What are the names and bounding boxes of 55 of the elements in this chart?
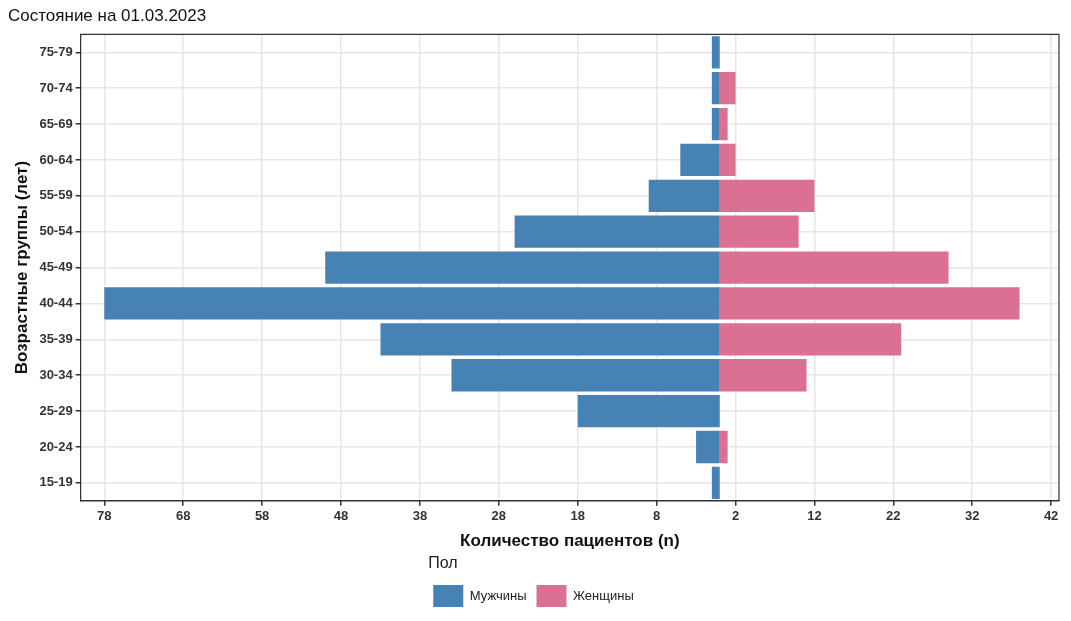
y-tick-label: 30-34 (39, 366, 74, 382)
bar (711, 107, 720, 141)
bar (719, 143, 736, 177)
bar (380, 323, 720, 356)
y-axis-title: Возрастные группы (лет) (11, 160, 31, 375)
x-tick-label: 32 (964, 508, 980, 524)
bar (711, 72, 720, 105)
bar (648, 179, 720, 212)
x-tick-label: 28 (491, 508, 507, 524)
bar (451, 359, 720, 392)
bar (719, 72, 736, 105)
bar (719, 430, 728, 464)
bar (325, 251, 720, 284)
bar (711, 466, 720, 500)
x-tick-label: 42 (1043, 508, 1059, 524)
y-tick-label: 35-39 (39, 330, 73, 346)
x-tick-label: 2 (731, 508, 740, 524)
y-tick-label: 45-49 (39, 259, 73, 275)
chart-title: Состояние на 01.03.2023 (8, 5, 207, 25)
bar (719, 215, 799, 248)
x-tick-label: 12 (807, 508, 822, 524)
y-tick-label: 20-24 (39, 438, 74, 454)
bar (514, 215, 720, 248)
legend-label: Мужчины (469, 587, 527, 603)
y-tick-label: 50-54 (39, 223, 74, 239)
y-tick-label: 70-74 (39, 79, 74, 95)
bar (719, 323, 902, 356)
x-tick-label: 68 (175, 508, 191, 524)
bar (680, 143, 720, 177)
x-tick-label: 38 (412, 508, 428, 524)
x-axis-title: Количество пациентов (n) (460, 531, 680, 551)
legend-label: Женщины (573, 587, 634, 603)
x-tick-label: 48 (333, 508, 349, 524)
x-tick-label: 22 (886, 508, 901, 524)
bar (711, 36, 720, 69)
y-tick-label: 60-64 (39, 151, 74, 167)
y-tick-label: 40-44 (39, 295, 74, 311)
bar (719, 107, 728, 141)
bar (719, 179, 815, 212)
bar (719, 287, 1020, 320)
y-tick-label: 75-79 (39, 43, 73, 59)
y-tick-label: 25-29 (39, 402, 73, 418)
bar (719, 251, 949, 284)
x-tick-label: 8 (653, 508, 661, 524)
x-tick-label: 78 (97, 508, 112, 524)
x-tick-label: 18 (570, 508, 585, 524)
bar (696, 430, 720, 464)
y-tick-label: 55-59 (39, 187, 73, 203)
x-tick-label: 58 (254, 508, 270, 524)
legend-title: Пол (428, 554, 458, 572)
y-tick-label: 15-19 (39, 474, 73, 490)
y-tick-label: 65-69 (39, 115, 73, 131)
bar (719, 359, 807, 392)
bar (577, 394, 720, 428)
bar (104, 287, 720, 320)
